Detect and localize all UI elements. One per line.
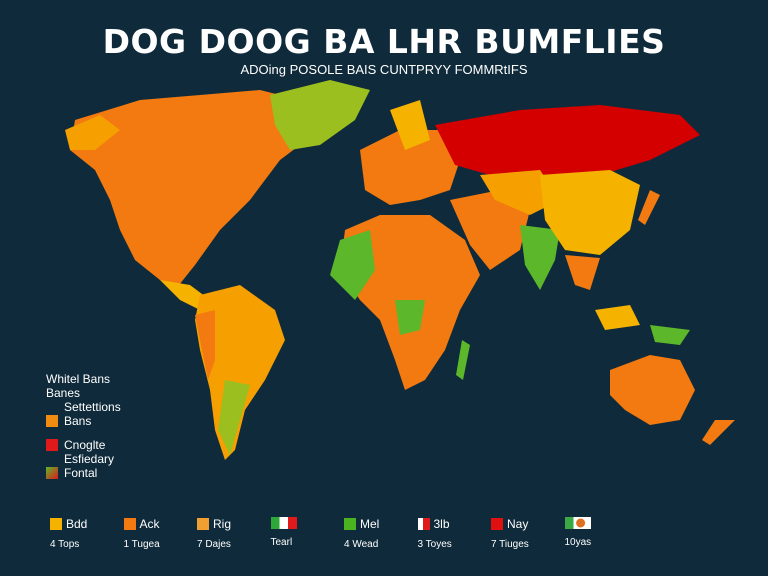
bottom-legend-item: Rig 7 Dajes xyxy=(197,517,271,550)
region-central-asia[interactable] xyxy=(480,170,560,215)
item-count: 10yas xyxy=(564,537,592,548)
item-label: Nay xyxy=(507,517,529,531)
legend-label: Fontal xyxy=(64,466,98,480)
bottom-legend-item: Mel 4 Wead xyxy=(344,517,418,550)
legend-title: Whitel Bans xyxy=(46,372,111,386)
bottom-legend: Bdd 4 Tops Ack 1 Tugea Rig 7 Dajes Tearl Me… xyxy=(50,517,638,550)
region-japan[interactable] xyxy=(638,190,660,225)
flag-swatch xyxy=(270,517,297,529)
region-west-africa[interactable] xyxy=(330,230,375,300)
bottom-legend-item: 10yas xyxy=(564,517,639,550)
map-subtitle: ADOing POSOLE BAIS CUNTPRYY FOMMRtIFS xyxy=(240,62,528,77)
bottom-legend-item: Tearl xyxy=(270,517,345,550)
region-alaska[interactable] xyxy=(65,115,120,150)
item-count: 7 Tiuges xyxy=(491,539,529,550)
item-count: 4 Tops xyxy=(50,539,80,550)
region-indonesia[interactable] xyxy=(595,305,640,330)
bottom-legend-item: Bdd 4 Tops xyxy=(50,517,124,550)
region-north-america[interactable] xyxy=(70,90,320,290)
region-russia[interactable] xyxy=(435,105,700,180)
item-label: Ack xyxy=(139,517,160,531)
item-label: 3lb xyxy=(433,517,450,531)
legend-heading: Esfiedary xyxy=(64,452,115,466)
region-greenland[interactable] xyxy=(270,80,370,150)
item-count: 7 Dajes xyxy=(197,539,231,550)
region-south-america-south[interactable] xyxy=(218,380,250,455)
legend-swatch xyxy=(46,415,58,427)
region-southeast-asia[interactable] xyxy=(565,255,600,290)
legend-label: Cnoglte xyxy=(64,438,106,452)
region-india[interactable] xyxy=(520,225,560,290)
bottom-legend-item: Nay 7 Tiuges xyxy=(491,517,565,550)
item-count: Tearl xyxy=(270,537,293,548)
region-central-africa[interactable] xyxy=(395,300,425,335)
item-count: 3 Toyes xyxy=(417,539,452,550)
region-australia[interactable] xyxy=(610,355,695,425)
region-middle-east[interactable] xyxy=(450,190,530,270)
swatch xyxy=(123,518,136,530)
region-scandinavia[interactable] xyxy=(390,100,430,150)
map-legend: Whitel Bans Banes Settettions Bans Cnogl… xyxy=(46,372,121,480)
region-south-america[interactable] xyxy=(195,285,285,460)
legend-swatch xyxy=(46,439,58,451)
item-count: 1 Tugea xyxy=(123,539,160,550)
item-count: 4 Wead xyxy=(344,539,379,550)
swatch xyxy=(50,518,62,530)
flag-swatch xyxy=(564,517,591,529)
map-title: DOG DOOG BA LHR BUMFLIES xyxy=(102,22,666,61)
item-label: Mel xyxy=(360,517,380,531)
region-central-america[interactable] xyxy=(160,280,210,310)
region-china[interactable] xyxy=(540,170,640,255)
legend-label: Bans xyxy=(64,414,92,428)
swatch xyxy=(417,518,430,530)
legend-swatch xyxy=(46,467,58,479)
item-label: Bdd xyxy=(66,517,88,531)
swatch xyxy=(491,518,503,530)
swatch xyxy=(197,518,209,530)
region-madagascar[interactable] xyxy=(456,340,470,380)
region-new-guinea[interactable] xyxy=(650,325,690,345)
swatch xyxy=(344,518,356,530)
item-label: Rig xyxy=(213,517,232,531)
legend-subtitle: Banes xyxy=(46,386,81,400)
bottom-legend-item: Ack 1 Tugea xyxy=(123,517,198,550)
bottom-legend-item: 3lb 3 Toyes xyxy=(417,517,492,550)
region-new-zealand[interactable] xyxy=(702,420,735,445)
region-south-america-west[interactable] xyxy=(195,310,215,380)
region-europe[interactable] xyxy=(360,130,460,205)
legend-heading: Settettions xyxy=(64,400,121,414)
